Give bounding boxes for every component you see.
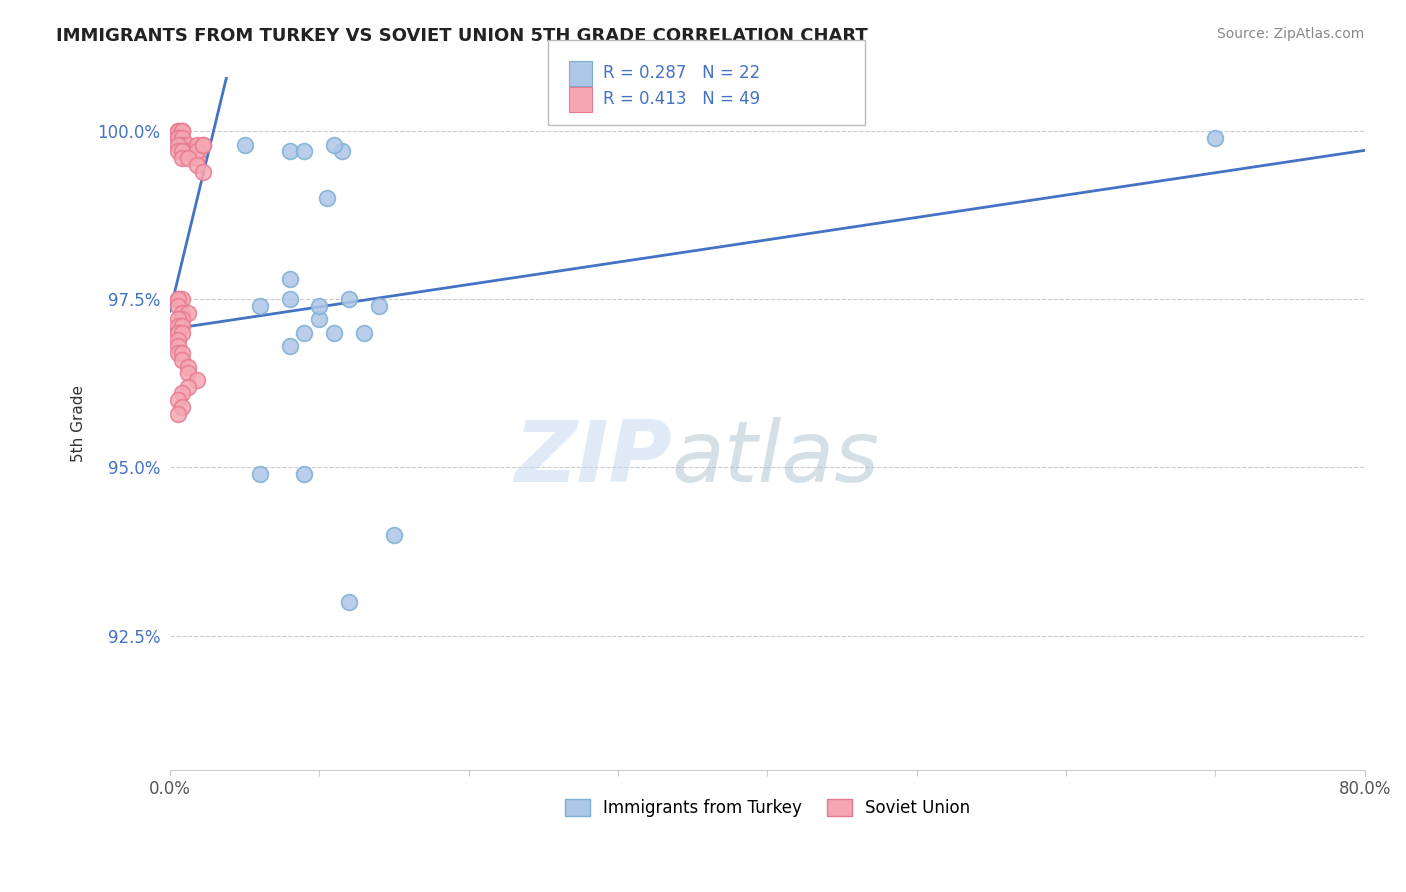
Point (315, 191, 337, 205)
Point (308, 312, 330, 326)
Point (191, 137, 214, 152)
Point (177, 359, 200, 374)
Point (294, 326, 316, 340)
Point (166, 293, 188, 307)
Point (278, 272, 301, 286)
Y-axis label: 5th Grade: 5th Grade (72, 385, 86, 462)
Point (177, 137, 200, 152)
Point (166, 346, 188, 360)
Point (166, 137, 188, 152)
Point (278, 293, 301, 307)
Point (170, 131, 193, 145)
Point (166, 312, 188, 326)
Point (191, 137, 214, 152)
Text: Source: ZipAtlas.com: Source: ZipAtlas.com (1216, 27, 1364, 41)
Point (177, 366, 200, 380)
Point (337, 595, 360, 609)
Point (233, 137, 256, 152)
Text: atlas: atlas (672, 417, 880, 500)
Point (186, 158, 208, 172)
Point (368, 299, 391, 313)
Point (170, 124, 193, 138)
Point (170, 145, 193, 159)
Point (166, 333, 188, 347)
Point (166, 124, 188, 138)
Point (166, 131, 188, 145)
Point (186, 137, 208, 152)
Point (166, 293, 188, 307)
Text: ZIP: ZIP (515, 417, 672, 500)
Point (166, 319, 188, 334)
Text: R = 0.287   N = 22: R = 0.287 N = 22 (603, 64, 761, 82)
Point (294, 145, 316, 159)
Point (353, 326, 375, 340)
Point (170, 137, 193, 152)
Point (170, 352, 193, 367)
Point (170, 151, 193, 165)
Point (186, 373, 208, 387)
Point (181, 145, 204, 159)
Point (1204, 131, 1226, 145)
Point (166, 299, 188, 313)
Point (166, 131, 188, 145)
Point (186, 151, 208, 165)
Point (177, 306, 200, 320)
Point (166, 145, 188, 159)
Point (166, 326, 188, 340)
Point (323, 326, 346, 340)
Point (170, 293, 193, 307)
Point (186, 145, 208, 159)
Point (170, 326, 193, 340)
Point (337, 293, 360, 307)
Legend: Immigrants from Turkey, Soviet Union: Immigrants from Turkey, Soviet Union (558, 792, 977, 824)
Point (294, 467, 316, 482)
Point (308, 299, 330, 313)
Point (330, 145, 353, 159)
Point (323, 137, 346, 152)
Point (382, 527, 405, 541)
Point (177, 151, 200, 165)
Point (278, 145, 301, 159)
Point (170, 386, 193, 401)
Text: R = 0.413   N = 49: R = 0.413 N = 49 (603, 90, 761, 108)
Point (166, 326, 188, 340)
Point (170, 306, 193, 320)
Point (177, 380, 200, 394)
Point (249, 299, 271, 313)
Point (170, 319, 193, 334)
Point (166, 339, 188, 353)
Point (177, 145, 200, 159)
Point (166, 407, 188, 421)
Point (249, 467, 271, 482)
Point (191, 164, 214, 178)
Text: IMMIGRANTS FROM TURKEY VS SOVIET UNION 5TH GRADE CORRELATION CHART: IMMIGRANTS FROM TURKEY VS SOVIET UNION 5… (56, 27, 868, 45)
Point (170, 346, 193, 360)
Point (166, 124, 188, 138)
Point (278, 339, 301, 353)
Point (170, 124, 193, 138)
Point (170, 400, 193, 414)
Point (166, 393, 188, 408)
Point (170, 312, 193, 326)
